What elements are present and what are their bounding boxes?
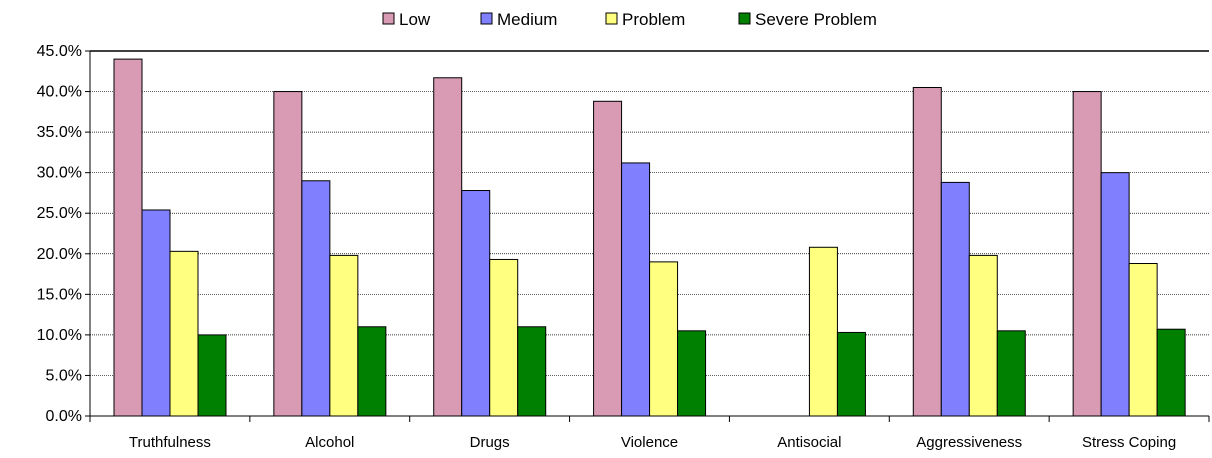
axes (85, 50, 1210, 422)
bar-low-truthfulness (113, 58, 143, 417)
bar-problem-aggressiveness (968, 254, 998, 417)
bar-problem-antisocial (808, 246, 838, 417)
bar-medium-stress-coping (1100, 172, 1130, 417)
bar-severe-problem-antisocial (836, 331, 866, 417)
bar-severe-problem-aggressiveness (996, 330, 1026, 417)
bar-low-stress-coping (1072, 91, 1102, 417)
legend-swatch-severe-problem (738, 12, 751, 25)
bar-medium-alcohol (301, 180, 331, 417)
bar-medium-drugs (461, 190, 491, 417)
bar-medium-truthfulness (141, 209, 171, 417)
bar-problem-drugs (489, 258, 519, 417)
legend-swatch-medium (480, 12, 493, 25)
bar-problem-truthfulness (169, 250, 199, 417)
y-axis-tick-labels: 0.0% 5.0% 10.0% 15.0% 20.0% 25.0% 30.0% 35.0% 40… (37, 43, 82, 425)
y-tick-label: 5.0% (46, 367, 82, 384)
bar-severe-problem-violence (677, 330, 707, 417)
legend-label: Low (399, 10, 431, 29)
legend: Low Medium Problem Severe Problem (382, 10, 877, 29)
legend-swatch-low (382, 12, 395, 25)
y-tick-label: 25.0% (37, 205, 82, 222)
x-category-label: Antisocial (777, 434, 841, 451)
bar-low-violence (593, 100, 623, 417)
bar-severe-problem-truthfulness (197, 334, 227, 417)
legend-label: Problem (622, 10, 685, 29)
y-tick-label: 30.0% (37, 165, 82, 182)
y-tick-label: 20.0% (37, 246, 82, 263)
legend-swatch-problem (605, 12, 618, 25)
bar-problem-violence (649, 261, 679, 417)
y-tick-label: 45.0% (37, 43, 82, 60)
bar-low-drugs (433, 77, 463, 417)
bar-severe-problem-stress-coping (1156, 328, 1186, 417)
y-tick-label: 10.0% (37, 327, 82, 344)
x-category-label: Drugs (470, 434, 510, 451)
x-axis-category-labels: Truthfulness Alcohol Drugs Violence Antisoci… (129, 434, 1176, 451)
y-tick-label: 15.0% (37, 286, 82, 303)
y-tick-label: 40.0% (37, 84, 82, 101)
y-tick-label: 35.0% (37, 124, 82, 141)
bar-low-alcohol (273, 91, 303, 417)
legend-label: Severe Problem (755, 10, 877, 29)
bars (113, 58, 1186, 417)
x-category-label: Truthfulness (129, 434, 211, 451)
x-category-label: Violence (621, 434, 678, 451)
bar-problem-stress-coping (1128, 263, 1158, 417)
bar-severe-problem-alcohol (357, 326, 387, 417)
bar-medium-violence (621, 162, 651, 417)
legend-label: Medium (497, 10, 557, 29)
bar-low-aggressiveness (912, 87, 942, 417)
bar-medium-aggressiveness (940, 181, 970, 417)
y-tick-label: 0.0% (46, 408, 82, 425)
x-category-label: Stress Coping (1082, 434, 1176, 451)
x-category-label: Aggressiveness (916, 434, 1022, 451)
bar-severe-problem-drugs (517, 326, 547, 417)
x-category-label: Alcohol (305, 434, 354, 451)
bar-problem-alcohol (329, 254, 359, 417)
